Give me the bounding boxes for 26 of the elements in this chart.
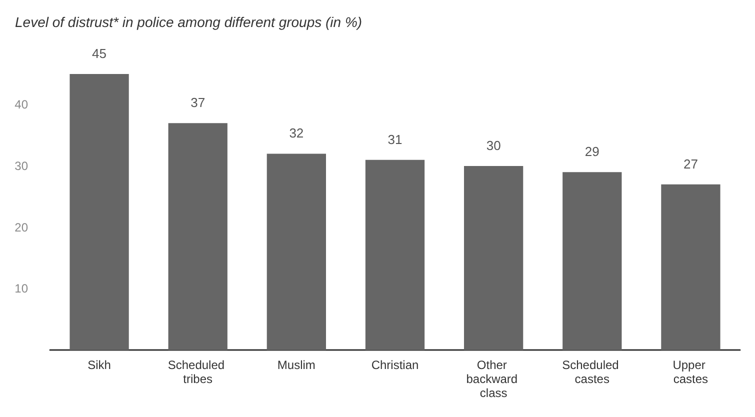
bar [661,184,720,350]
y-tick-label: 40 [14,98,28,112]
x-tick-label: Scheduled tribes [168,358,228,386]
x-tick-label: Muslim [277,358,316,372]
data-label: 27 [683,156,698,172]
data-label: 30 [486,138,501,153]
x-tick-label: Other backward class [466,358,521,400]
bar [168,123,228,350]
bar [562,172,622,350]
bar [365,160,425,350]
chart-title: Level of distrust* in police among different groups (in %) [15,14,362,30]
y-tick-label: 20 [14,220,28,234]
x-tick-label: Christian [371,358,419,372]
y-tick-label: 10 [14,282,28,296]
data-label: 37 [190,95,206,110]
x-tick-label: Sikh [88,358,111,372]
data-label: 29 [584,144,600,160]
bar [70,74,129,350]
bar [464,166,524,350]
bar [266,154,326,350]
data-label: 32 [289,126,304,141]
data-label: 31 [388,132,402,147]
x-tick-label: Scheduled castes [562,358,622,386]
data-label: 45 [92,46,107,61]
y-tick-label: 30 [14,159,28,173]
x-tick-label: Upper castes [672,358,709,386]
